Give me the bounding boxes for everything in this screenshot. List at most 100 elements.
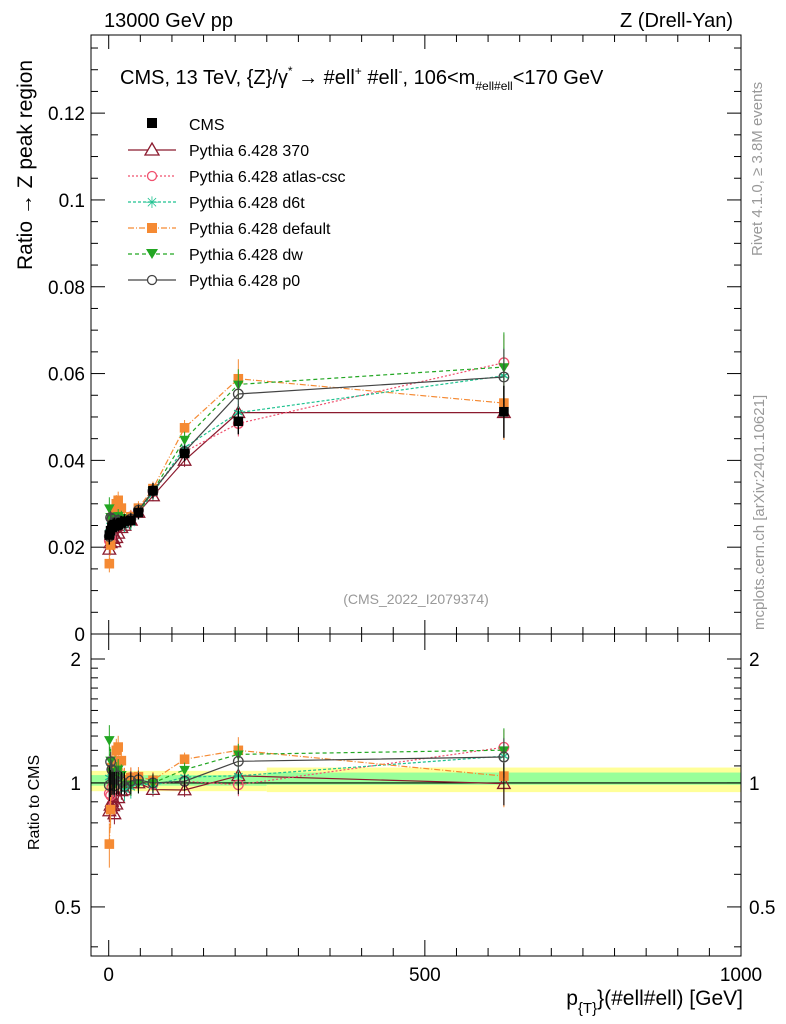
main-y-tick-label-2: 0.04 <box>48 451 85 472</box>
main-point-cms-11 <box>148 485 158 496</box>
ratio-point-default-1 <box>105 804 116 815</box>
main-point-p0-14 <box>498 371 510 383</box>
ratio-point-p0-14 <box>498 751 510 763</box>
ratio-y-tick-label-0: 0.5 <box>55 898 81 919</box>
main-point-default-6 <box>113 495 123 506</box>
main-point-default-4 <box>109 506 120 517</box>
ratio-point-p370-12 <box>177 782 192 796</box>
main-series-line-dw <box>108 366 504 528</box>
main-series-line-p370 <box>108 412 504 550</box>
main-series-cms <box>104 385 509 545</box>
plot-title: CMS, 13 TeV, {Z}/γ* → #ell+ #ell-, 106<m… <box>120 64 604 93</box>
ratio-panel: 0.5 0.5 1 1 2 2 0 500 1000 Ratio to CMS p{T}}(#e… <box>26 633 775 1017</box>
main-y-tick-label-4: 0.08 <box>48 278 85 299</box>
ratio-y-tick-label-right-1: 1 <box>749 774 760 795</box>
main-y-tick-label-5: 0.1 <box>59 191 85 212</box>
legend-marker-pythia-370 <box>143 141 161 156</box>
main-point-default-1 <box>105 540 116 550</box>
legend-entry-pythia-atlas-csc: Pythia 6.428 atlas-csc <box>128 169 346 186</box>
ratio-point-default-6 <box>113 742 123 752</box>
main-point-default-12 <box>179 423 190 433</box>
ratio-point-default-3 <box>108 763 118 773</box>
legend-entry-cms: CMS <box>147 117 225 134</box>
legend-label-pythia-default: Pythia 6.428 default <box>189 221 331 238</box>
legend-entry-pythia-370: Pythia 6.428 370 <box>128 141 309 160</box>
main-point-dw-12 <box>179 435 190 446</box>
ratio-y-tick-label-right-2: 2 <box>749 650 760 671</box>
x-tick-label-2: 1000 <box>720 965 762 986</box>
header-process: Z (Drell-Yan) <box>620 10 733 32</box>
legend-label-cms: CMS <box>189 117 225 134</box>
legend-label-pythia-atlas-csc: Pythia 6.428 atlas-csc <box>189 169 346 186</box>
x-axis-label: p{T}}(#ell#ell) [GeV] <box>566 987 743 1017</box>
main-panel: 0 0.02 0.04 0.06 0.08 0.1 0.12 CMS, 13 TeV, {Z… <box>14 34 742 646</box>
main-series-default <box>104 359 509 573</box>
main-series-d6t <box>104 347 509 539</box>
main-point-cms-10 <box>133 507 144 518</box>
mcplots-label: mcplots.cern.ch [arXiv:2401.10621] <box>751 395 768 630</box>
main-series-p0 <box>103 348 510 543</box>
legend-marker-pythia-atlas-csc <box>146 170 158 182</box>
ratio-point-default-4 <box>109 758 120 768</box>
ratio-point-default-0 <box>104 839 115 849</box>
main-y-tick-label-0: 0 <box>74 625 85 646</box>
legend-entry-pythia-p0: Pythia 6.428 p0 <box>128 273 300 290</box>
main-series-p370 <box>101 386 512 555</box>
legend-label-pythia-d6t: Pythia 6.428 d6t <box>189 195 305 212</box>
ratio-point-default-7 <box>116 755 127 766</box>
ratio-point-p0-1 <box>105 756 117 768</box>
ratio-point-p370-11 <box>145 781 161 796</box>
ratio-y-axis-label: Ratio to CMS <box>26 755 43 850</box>
main-y-tick-label-6: 0.12 <box>48 104 85 125</box>
legend: CMS Pythia 6.428 370 Pythia 6.428 atlas-… <box>128 117 346 290</box>
ratio-series-group <box>101 725 512 868</box>
ratio-point-dw-0 <box>104 736 115 746</box>
x-tick-label-0: 0 <box>103 965 114 986</box>
main-y-axis-label: Ratio → Z peak region <box>14 60 37 270</box>
main-point-cms-9 <box>126 515 136 526</box>
main-series-dw <box>104 332 510 533</box>
legend-marker-pythia-p0 <box>146 274 158 286</box>
main-series-line-p0 <box>108 376 504 537</box>
main-series-line-d6t <box>108 375 504 533</box>
ratio-axis-ticks: 0.5 0.5 1 1 2 2 0 500 1000 <box>55 634 775 986</box>
ratio-y-tick-label-right-0: 0.5 <box>749 898 775 919</box>
main-point-p0-13 <box>232 388 244 400</box>
main-point-cms-12 <box>179 448 190 459</box>
legend-marker-pythia-d6t: ✳ <box>145 195 158 212</box>
main-point-dw-0 <box>104 504 115 514</box>
ratio-point-dw-12 <box>179 765 190 776</box>
ratio-point-p0-13 <box>232 755 244 767</box>
ratio-y-tick-label-1: 1 <box>70 774 81 795</box>
main-point-cms-14 <box>499 406 509 417</box>
ratio-point-default-12 <box>179 754 190 765</box>
legend-marker-pythia-dw <box>146 249 158 259</box>
main-series-atlas <box>103 334 510 548</box>
main-axis-ticks: 0 0.02 0.04 0.06 0.08 0.1 0.12 <box>48 35 742 646</box>
main-point-default-7 <box>116 503 127 513</box>
ratio-plot-frame <box>90 633 742 957</box>
legend-entry-pythia-dw: Pythia 6.428 dw <box>128 247 303 264</box>
main-point-p370-12 <box>177 452 192 466</box>
ratio-band-inner-0 <box>91 775 267 786</box>
main-point-default-0 <box>104 558 115 569</box>
ratio-series-cms <box>108 763 505 806</box>
legend-label-pythia-370: Pythia 6.428 370 <box>189 143 309 160</box>
legend-entry-pythia-default: Pythia 6.428 default <box>128 221 331 238</box>
legend-marker-pythia-default <box>147 223 157 233</box>
main-point-cms-13 <box>233 416 244 427</box>
ratio-series-line-default <box>108 745 504 845</box>
main-point-cms-8 <box>119 516 130 526</box>
main-series-group <box>101 332 512 573</box>
ratio-y-tick-label-2: 2 <box>70 650 81 671</box>
main-y-tick-label-3: 0.06 <box>48 365 85 386</box>
header-energy: 13000 GeV pp <box>104 10 233 32</box>
legend-label-pythia-p0: Pythia 6.428 p0 <box>189 273 300 290</box>
main-y-tick-label-1: 0.02 <box>48 538 85 559</box>
ratio-point-p370-5 <box>108 796 124 810</box>
rivet-version-label: Rivet 4.1.0, ≥ 3.8M events <box>749 82 766 256</box>
legend-label-pythia-dw: Pythia 6.428 dw <box>189 247 303 264</box>
analysis-watermark: (CMS_2022_I2079374) <box>343 591 489 607</box>
legend-entry-pythia-d6t: ✳ Pythia 6.428 d6t <box>128 195 305 212</box>
